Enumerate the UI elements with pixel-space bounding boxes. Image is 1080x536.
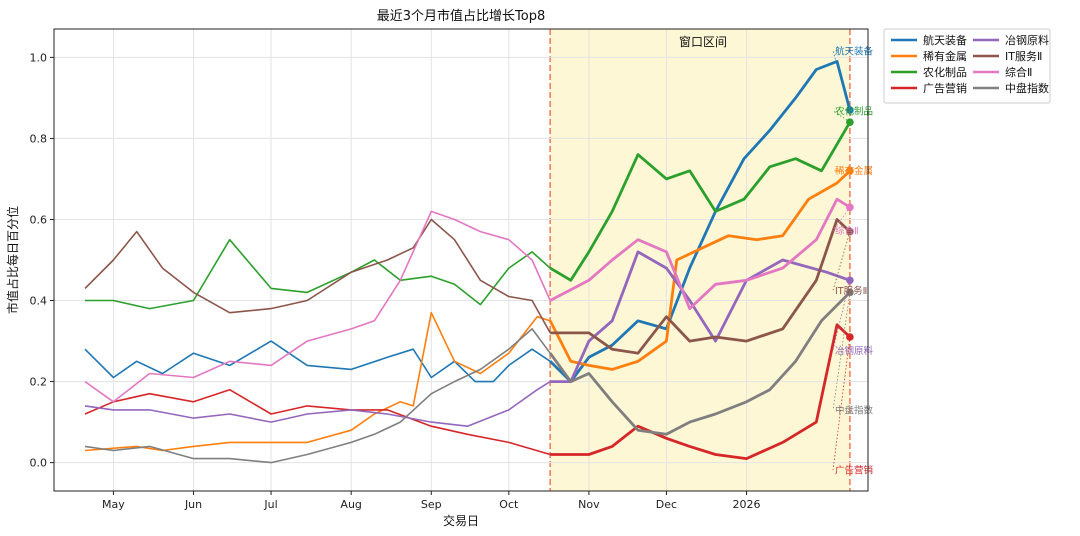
x-axis-title: 交易日 (443, 513, 479, 528)
series-line-window-5 (550, 218, 851, 355)
series-layer (84, 60, 852, 464)
series-line-pre-5 (84, 218, 551, 334)
y-tick-label-2: 0.4 (30, 295, 48, 308)
grid-layer (54, 29, 868, 491)
series-line-window-0 (549, 60, 852, 383)
x-tick-label-4: Sep (421, 498, 442, 511)
y-tick-label-1: 0.2 (30, 376, 48, 389)
y-axis-ticks: 0.0 0.2 0.4 0.6 0.8 1.0 (30, 51, 54, 470)
end-label-leader-3 (832, 336, 851, 471)
series-line-pre-4 (84, 380, 551, 427)
x-tick-label-8: 2026 (733, 498, 761, 511)
legend-label-1: 稀有金属 (923, 49, 967, 63)
plot-frame (53, 28, 869, 492)
series-line-pre-7 (84, 328, 551, 464)
y-axis-title: 市值占比每日百分位 (5, 206, 20, 314)
series-line-pre-1 (84, 311, 551, 452)
chart-title: 最近3个月市值占比增长Top8 (377, 8, 545, 24)
series-line-window-2 (549, 121, 852, 282)
end-label-6: 综合Ⅱ (835, 225, 859, 237)
x-tick-label-2: Jul (263, 498, 277, 511)
y-tick-label-3: 0.6 (30, 213, 48, 226)
x-tick-label-1: Jun (184, 498, 202, 511)
end-label-leader-4 (832, 280, 851, 351)
end-label-5: IT服务Ⅱ (835, 285, 867, 297)
x-tick-label-5: Oct (499, 498, 519, 511)
window-layer (549, 29, 851, 491)
legend-label-5: IT服务Ⅱ (1005, 50, 1042, 63)
series-line-window-6 (549, 197, 851, 310)
x-tick-label-6: Nov (578, 498, 600, 511)
end-label-0: 航天装备 (835, 46, 874, 58)
series-line-pre-3 (84, 388, 551, 456)
legend-label-0: 航天装备 (923, 33, 967, 47)
legend-label-2: 农化制品 (923, 65, 967, 79)
x-tick-label-7: Dec (656, 498, 677, 511)
legend-label-6: 综合Ⅱ (1005, 65, 1032, 79)
series-line-pre-2 (85, 238, 551, 310)
end-label-7: 中盘指数 (835, 405, 874, 417)
end-label-2: 农化制品 (835, 105, 873, 117)
window-label: 窗口区间 (679, 35, 727, 49)
y-tick-label-4: 0.8 (30, 132, 48, 145)
x-tick-label-3: Aug (340, 498, 361, 511)
end-label-leader-7 (832, 292, 851, 411)
series-line-pre-6 (84, 210, 551, 403)
legend-label-3: 广告营销 (923, 81, 967, 95)
series-line-window-3 (550, 323, 851, 460)
series-line-window-7 (549, 291, 851, 436)
legend-frame (883, 28, 1051, 104)
series-line-window-1 (548, 169, 851, 371)
series-line-pre-0 (84, 340, 551, 383)
end-label-leader-6 (832, 207, 851, 231)
end-label-3: 广告营销 (835, 465, 874, 477)
end-label-4: 冶钢原料 (835, 345, 874, 357)
legend-label-7: 中盘指数 (1005, 81, 1049, 95)
y-tick-label-5: 1.0 (30, 51, 48, 64)
x-axis-ticks: May Jun Jul Aug Sep Oct Nov Dec 2026 (102, 491, 761, 511)
window-band (550, 29, 850, 491)
y-tick-label-0: 0.0 (30, 457, 48, 470)
legend-label-4: 冶钢原料 (1005, 33, 1049, 47)
x-tick-label-0: May (102, 498, 125, 511)
end-label-1: 稀有金属 (835, 165, 873, 177)
